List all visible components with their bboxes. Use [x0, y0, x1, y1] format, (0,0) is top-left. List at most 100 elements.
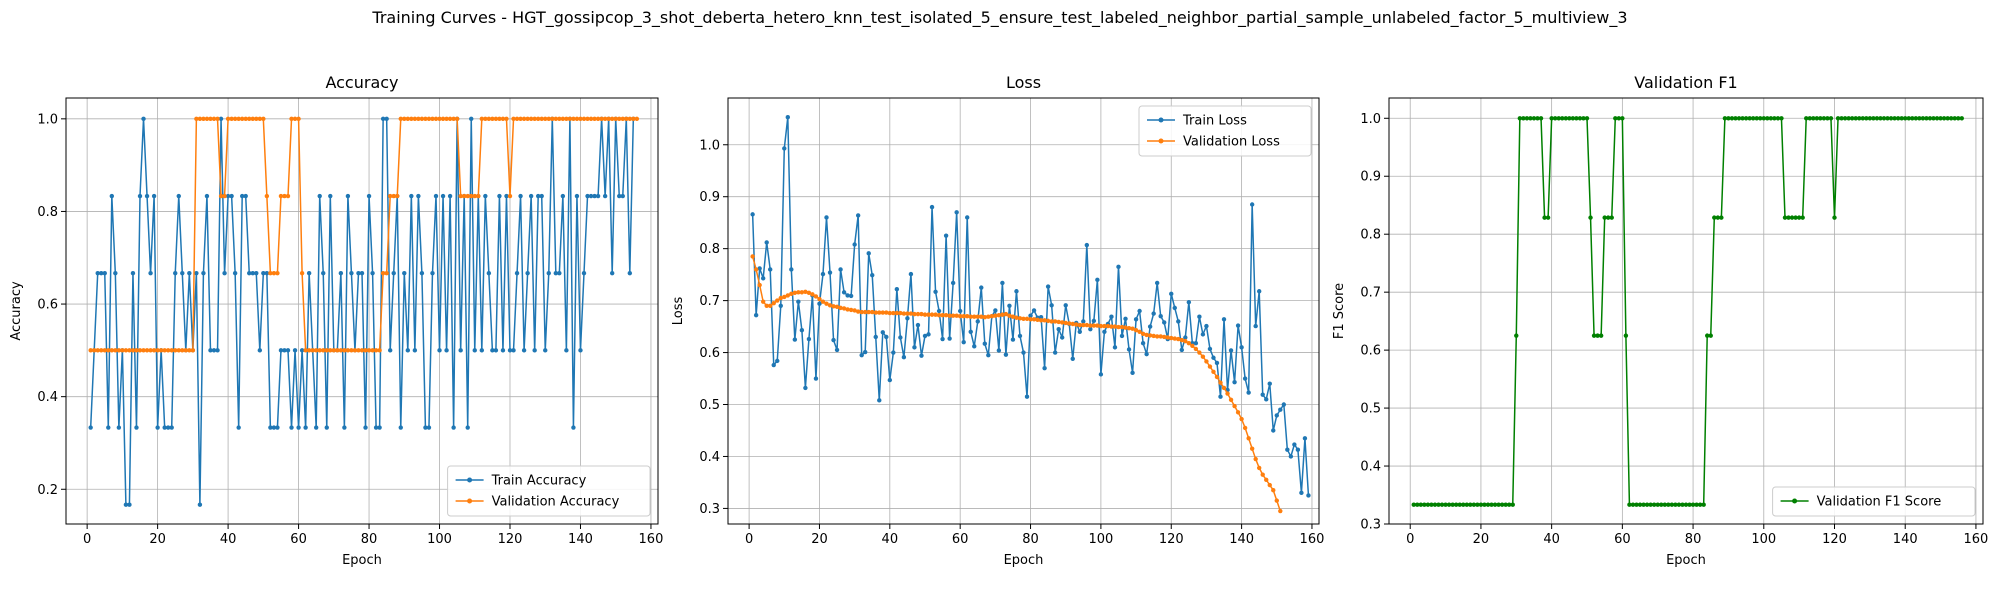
legend: Train Loss Validation Loss [1138, 105, 1312, 157]
data-point [986, 314, 991, 319]
data-point [1676, 502, 1682, 507]
data-point [933, 312, 938, 317]
data-point [183, 348, 189, 353]
data-point [817, 296, 822, 302]
data-point [1225, 391, 1230, 396]
data-point [877, 398, 882, 403]
data-point [1119, 324, 1125, 330]
legend-label: Validation Loss [1183, 135, 1280, 150]
data-point [479, 348, 485, 353]
data-point [218, 116, 224, 122]
data-point [1736, 116, 1742, 121]
data-point [1144, 332, 1149, 338]
data-point [1105, 323, 1111, 329]
data-point [433, 116, 439, 122]
data-point [595, 193, 601, 199]
data-point [803, 289, 808, 294]
data-point [796, 299, 801, 304]
data-point [546, 270, 551, 276]
data-point [564, 348, 569, 353]
data-point [796, 290, 801, 295]
data-point [1197, 314, 1202, 319]
data-point [564, 116, 569, 122]
data-point [578, 348, 583, 353]
data-point [239, 193, 245, 199]
data-point [862, 349, 868, 355]
data-point [1733, 116, 1738, 121]
data-point [613, 116, 618, 122]
data-point [310, 348, 315, 353]
data-point [1821, 116, 1827, 121]
data-point [792, 290, 798, 296]
data-point [943, 312, 949, 318]
data-point [919, 311, 924, 317]
data-point [1077, 329, 1082, 334]
x-tick-label: 160 [1964, 532, 1989, 547]
data-point [402, 116, 407, 122]
data-point [1807, 116, 1812, 121]
data-point [1789, 215, 1795, 220]
data-point [1609, 215, 1614, 220]
data-point [1634, 502, 1639, 507]
chart-title: Validation F1 [1634, 73, 1737, 92]
data-point [1701, 502, 1706, 507]
data-point [528, 193, 534, 199]
x-tick-label: 80 [361, 532, 378, 547]
data-point [905, 311, 910, 316]
x-tick-label: 140 [568, 532, 593, 547]
data-point [1683, 502, 1689, 507]
data-point [1200, 332, 1206, 337]
legend: Train Accuracy Validation Accuracy [447, 465, 651, 517]
data-point [1542, 215, 1547, 220]
data-point [1109, 324, 1114, 329]
data-point [532, 348, 537, 353]
data-point [617, 193, 622, 199]
data-point [208, 348, 213, 353]
data-point [380, 270, 386, 276]
data-point [1556, 116, 1561, 121]
data-point [1941, 116, 1947, 121]
y-tick-label: 0.8 [699, 242, 720, 257]
data-point [543, 116, 548, 122]
data-point [841, 306, 847, 311]
data-point [469, 193, 474, 199]
data-point [430, 116, 435, 122]
data-point [820, 271, 826, 277]
data-point [1697, 502, 1703, 507]
data-point [521, 116, 527, 122]
data-point [254, 270, 259, 276]
legend-label: Validation F1 Score [1817, 495, 1942, 510]
legend-box [1138, 105, 1312, 157]
data-point [1256, 465, 1262, 471]
data-point [760, 276, 766, 281]
data-point [155, 425, 160, 430]
y-tick-label: 0.4 [37, 390, 58, 405]
data-point [1278, 508, 1283, 514]
data-point [528, 116, 534, 122]
data-point [328, 348, 333, 353]
data-point [426, 425, 432, 430]
series-line [89, 118, 635, 506]
data-point [387, 193, 393, 199]
plot-frame [1388, 97, 1984, 525]
data-point [852, 308, 857, 313]
data-point [437, 348, 442, 353]
data-point [1084, 242, 1090, 248]
data-point [180, 348, 185, 353]
data-point [1485, 502, 1491, 507]
data-point [943, 233, 949, 238]
data-point [250, 116, 255, 122]
data-point [1165, 335, 1170, 340]
data-point [1895, 116, 1901, 121]
data-point [1425, 502, 1431, 507]
data-point [922, 312, 928, 317]
x-tick-label: 0 [745, 532, 753, 547]
data-point [803, 385, 808, 391]
data-point [1952, 116, 1957, 121]
data-point [363, 425, 368, 430]
data-point [1931, 116, 1936, 121]
data-point [155, 348, 160, 353]
data-point [894, 310, 900, 316]
data-point [1453, 502, 1459, 507]
data-point [1003, 352, 1009, 357]
